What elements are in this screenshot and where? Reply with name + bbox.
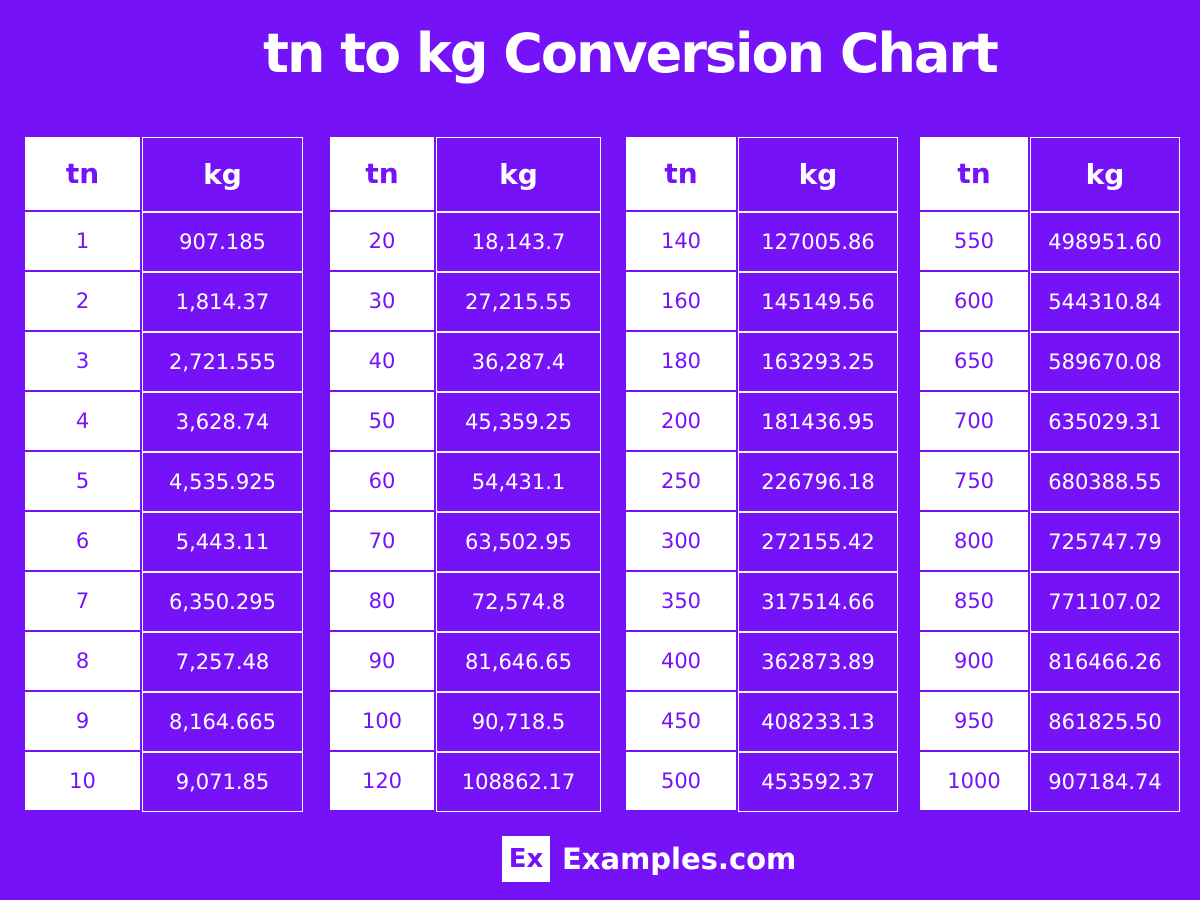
table-cell: 4,535.925 [142,452,303,512]
table-cell: 4 [25,392,140,452]
table-cell: 680388.55 [1030,452,1180,512]
table-cell: 500 [626,752,736,812]
table-cell: 100 [330,692,434,752]
table-cell: 181436.95 [738,392,898,452]
table-cell: 50 [330,392,434,452]
table-cell: 180 [626,332,736,392]
table-cell: 3,628.74 [142,392,303,452]
table-cell: 861825.50 [1030,692,1180,752]
table-cell: 3 [25,332,140,392]
table-cell: 1000 [920,752,1028,812]
table-cell: 90 [330,632,434,692]
table-cell: 163293.25 [738,332,898,392]
table-cell: 589670.08 [1030,332,1180,392]
header-cell: tn [920,137,1028,212]
table-cell: 544310.84 [1030,272,1180,332]
table-cell: 600 [920,272,1028,332]
table-cell: 800 [920,512,1028,572]
table-cell: 5 [25,452,140,512]
table-cell: 750 [920,452,1028,512]
table-cell: 7,257.48 [142,632,303,692]
table-cell: 300 [626,512,736,572]
table-cell: 550 [920,212,1028,272]
table-cell: 60 [330,452,434,512]
table-cell: 6,350.295 [142,572,303,632]
table-cell: 816466.26 [1030,632,1180,692]
table-cell: 498951.60 [1030,212,1180,272]
logo-icon: Ex [502,836,550,882]
table-cell: 317514.66 [738,572,898,632]
table-cell: 127005.86 [738,212,898,272]
table-cell: 80 [330,572,434,632]
table-cell: 30 [330,272,434,332]
table-cell: 54,431.1 [436,452,601,512]
table-cell: 408233.13 [738,692,898,752]
table-cell: 450 [626,692,736,752]
table-cell: 8,164.665 [142,692,303,752]
table-cell: 9 [25,692,140,752]
table-cell: 27,215.55 [436,272,601,332]
table-cell: 18,143.7 [436,212,601,272]
header-cell: tn [330,137,434,212]
table-cell: 850 [920,572,1028,632]
table-cell: 900 [920,632,1028,692]
header-cell: kg [738,137,898,212]
table-cell: 200 [626,392,736,452]
logo-text: Examples.com [562,842,797,876]
table-cell: 10 [25,752,140,812]
header-cell: tn [25,137,140,212]
table-cell: 145149.56 [738,272,898,332]
table-cell: 6 [25,512,140,572]
table-cell: 40 [330,332,434,392]
table-cell: 160 [626,272,736,332]
table-cell: 2 [25,272,140,332]
table-cell: 700 [920,392,1028,452]
table-cell: 400 [626,632,736,692]
table-cell: 1 [25,212,140,272]
logo: Ex Examples.com [502,836,796,882]
table-cell: 63,502.95 [436,512,601,572]
title: tn to kg Conversion Chart [263,22,999,85]
table-cell: 140 [626,212,736,272]
table-cell: 635029.31 [1030,392,1180,452]
table-cell: 7 [25,572,140,632]
table-cell: 108862.17 [436,752,601,812]
table-cell: 2,721.555 [142,332,303,392]
header-cell: tn [626,137,736,212]
table-cell: 8 [25,632,140,692]
table-cell: 9,071.85 [142,752,303,812]
table-cell: 362873.89 [738,632,898,692]
table-cell: 226796.18 [738,452,898,512]
table-cell: 272155.42 [738,512,898,572]
table-cell: 453592.37 [738,752,898,812]
table-cell: 1,814.37 [142,272,303,332]
table-cell: 907.185 [142,212,303,272]
table-cell: 5,443.11 [142,512,303,572]
header-cell: kg [142,137,303,212]
table-cell: 72,574.8 [436,572,601,632]
table-cell: 45,359.25 [436,392,601,452]
table-cell: 90,718.5 [436,692,601,752]
table-cell: 907184.74 [1030,752,1180,812]
table-cell: 350 [626,572,736,632]
header-cell: kg [1030,137,1180,212]
table-cell: 771107.02 [1030,572,1180,632]
table-cell: 36,287.4 [436,332,601,392]
table-cell: 250 [626,452,736,512]
table-cell: 650 [920,332,1028,392]
table-cell: 20 [330,212,434,272]
header-cell: kg [436,137,601,212]
table-cell: 725747.79 [1030,512,1180,572]
table-cell: 81,646.65 [436,632,601,692]
table-cell: 120 [330,752,434,812]
table-cell: 70 [330,512,434,572]
table-cell: 950 [920,692,1028,752]
